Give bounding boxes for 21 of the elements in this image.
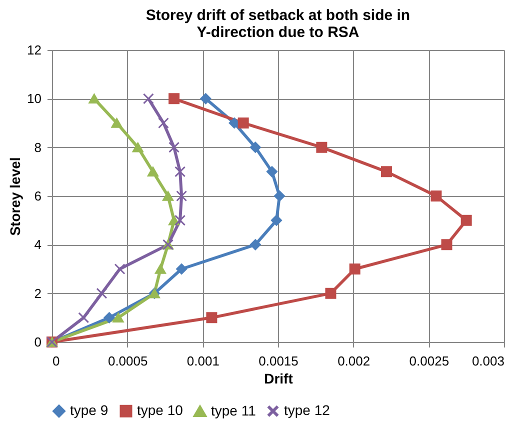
y-tick-label: 4 bbox=[34, 237, 42, 252]
legend-label: type 9 bbox=[70, 402, 108, 418]
y-axis-title: Storey level bbox=[7, 157, 24, 236]
x-tick-label: 0.0015 bbox=[258, 354, 298, 368]
y-tick-label: 0 bbox=[34, 334, 42, 350]
y-tick-label: 12 bbox=[27, 42, 42, 58]
x-tick-label: 0 bbox=[52, 354, 60, 368]
legend-label: type 10 bbox=[137, 402, 184, 418]
x-tick-label: 0.0025 bbox=[409, 354, 450, 368]
y-tick-label: 8 bbox=[34, 140, 42, 155]
y-tick-label: 10 bbox=[27, 91, 42, 106]
legend-label: type 11 bbox=[211, 402, 256, 418]
y-tick-label: 2 bbox=[34, 286, 42, 301]
x-tick-label: 0.003 bbox=[472, 354, 504, 368]
chart-title: Storey drift of setback at both side in Y-direction due to RSA bbox=[146, 7, 410, 41]
legend-label: type 12 bbox=[284, 402, 330, 418]
x-tick-label: 0.001 bbox=[186, 354, 220, 368]
x-tick-label: 0.002 bbox=[338, 354, 370, 368]
x-tick-label: 0.0005 bbox=[108, 354, 148, 368]
x-axis-title: Drift bbox=[264, 370, 294, 386]
y-tick-label: 6 bbox=[34, 188, 42, 204]
